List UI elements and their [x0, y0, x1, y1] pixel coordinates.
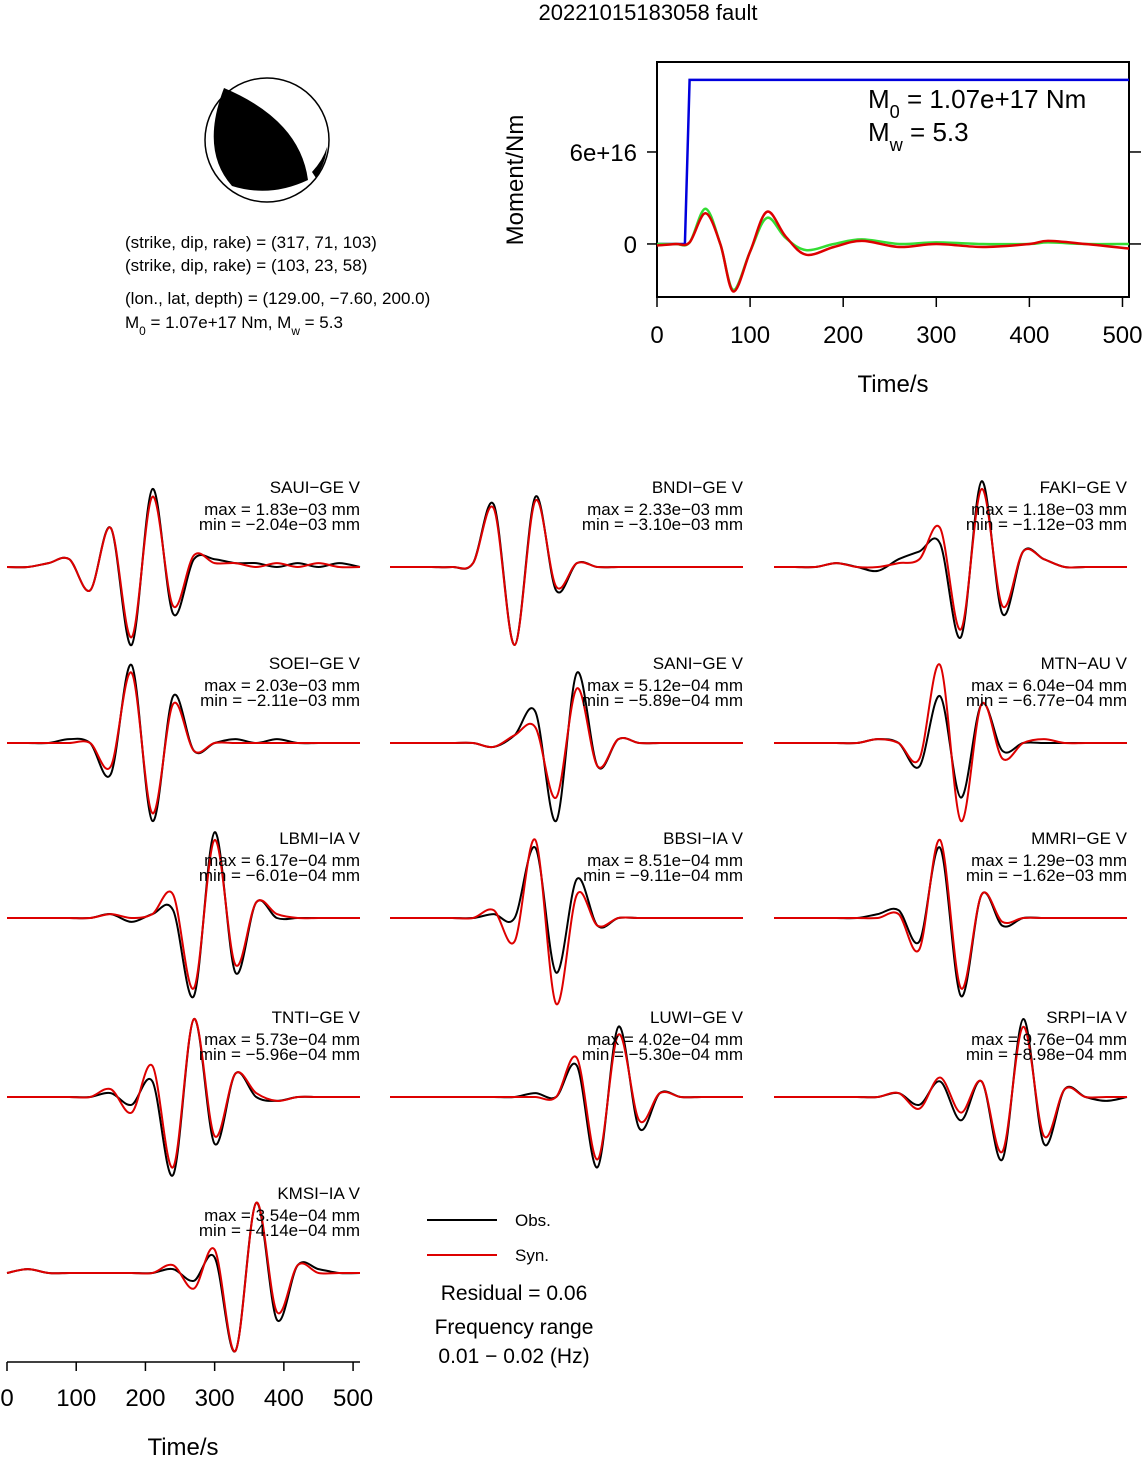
residual: Residual = 0.06 [441, 1282, 588, 1305]
legend-label: Syn. [515, 1246, 549, 1265]
station-min: min = −5.30e−04 mm [582, 1045, 743, 1064]
x-tick-label: 200 [125, 1385, 165, 1412]
moment-annotation-part: = 5.3 [903, 117, 969, 147]
x-tick-label: 0 [650, 322, 663, 349]
info-line-part: = 1.07e+17 Nm, M [146, 313, 292, 332]
legend-label: Obs. [515, 1211, 551, 1230]
synthetic-trace [774, 487, 1127, 631]
station-name: TNTI−GE V [272, 1008, 361, 1027]
station-max: max = 2.03e−03 mm [204, 676, 360, 695]
synthetic-trace [774, 1025, 1127, 1154]
beachball [204, 77, 330, 203]
x-tick-label: 400 [1009, 322, 1049, 349]
station-name: SRPI−IA V [1046, 1008, 1127, 1027]
station-name: LUWI−GE V [650, 1008, 744, 1027]
x-tick-label: 100 [56, 1385, 96, 1412]
x-tick-label: 500 [1102, 322, 1142, 349]
x-tick-label: 400 [264, 1385, 304, 1412]
synthetic-trace [6, 495, 361, 639]
station-min: min = −4.14e−04 mm [199, 1221, 360, 1240]
synthetic-trace [6, 1201, 360, 1353]
station-max: max = 5.73e−04 mm [204, 1030, 360, 1049]
station-max: max = 6.17e−04 mm [204, 851, 360, 870]
station-min: min = −3.10e−03 mm [582, 515, 743, 534]
station-name: FAKI−GE V [1040, 478, 1128, 497]
station-max: max = 9.76e−04 mm [971, 1030, 1127, 1049]
x-axis-label: Time/s [147, 1434, 218, 1458]
y-tick-label: 6e+16 [570, 140, 637, 167]
x-tick-label: 0 [0, 1385, 13, 1412]
station-min: min = −2.11e−03 mm [200, 691, 360, 710]
x-tick-label: 500 [333, 1385, 373, 1412]
moment-line [656, 210, 1130, 293]
station-max: max = 5.12e−04 mm [587, 676, 743, 695]
station-name: SAUI−GE V [270, 478, 361, 497]
station-min: min = −5.89e−04 mm [582, 691, 743, 710]
station-name: BBSI−IA V [663, 829, 744, 848]
station-min: min = −6.77e−04 mm [966, 691, 1127, 710]
x-tick-label: 300 [916, 322, 956, 349]
station-name: MMRI−GE V [1031, 829, 1128, 848]
station-min: min = −1.12e−03 mm [966, 515, 1127, 534]
info-line: (lon., lat, depth) = (129.00, −7.60, 200… [125, 289, 430, 308]
synthetic-trace [390, 838, 743, 1005]
synthetic-trace [7, 671, 360, 815]
station-min: min = −6.01e−04 mm [199, 866, 360, 885]
synthetic-trace [774, 663, 1127, 823]
info-line: (strike, dip, rake) = (317, 71, 103) [125, 233, 377, 252]
station-max: max = 1.18e−03 mm [971, 500, 1127, 519]
station-max: max = 6.04e−04 mm [971, 676, 1127, 695]
station-max: max = 3.54e−04 mm [204, 1206, 360, 1225]
info-line-part: (strike, dip, rake) = (317, 71, 103) [125, 233, 377, 252]
figure-title: 20221015183058 fault [539, 0, 758, 25]
moment-annotation-part: 0 [890, 102, 900, 122]
station-min: min = −2.04e−03 mm [199, 515, 360, 534]
info-line: M0 = 1.07e+17 Nm, Mw = 5.3 [125, 313, 343, 338]
x-tick-label: 200 [823, 322, 863, 349]
station-min: min = −1.62e−03 mm [966, 866, 1127, 885]
moment-annotation-part: M [868, 84, 890, 114]
station-max: max = 1.29e−03 mm [971, 851, 1127, 870]
info-line-part: w [290, 324, 300, 338]
station-name: SOEI−GE V [269, 654, 361, 673]
synthetic-trace [774, 838, 1127, 990]
frequency-range: Frequency range [435, 1316, 594, 1339]
station-min: min = −8.98e−04 mm [966, 1045, 1127, 1064]
info-line-part: (lon., lat, depth) = (129.00, −7.60, 200… [125, 289, 430, 308]
synthetic-trace [390, 499, 743, 647]
plot-frame [656, 61, 1130, 298]
x-tick-label: 100 [730, 322, 770, 349]
moment-annotation: Mw = 5.3 [868, 117, 969, 155]
station-name: LBMI−IA V [279, 829, 360, 848]
info-line: (strike, dip, rake) = (103, 23, 58) [125, 256, 367, 275]
frequency-range: 0.01 − 0.02 (Hz) [438, 1345, 589, 1368]
station-max: max = 1.83e−03 mm [204, 500, 360, 519]
station-name: SANI−GE V [653, 654, 744, 673]
station-max: max = 2.33e−03 mm [587, 500, 743, 519]
info-line-part: 0 [139, 324, 146, 338]
synthetic-trace [7, 1017, 360, 1169]
x-axis-label: Time/s [857, 371, 928, 398]
station-max: max = 4.02e−04 mm [587, 1030, 743, 1049]
station-max: max = 8.51e−04 mm [587, 851, 743, 870]
moment-annotation: M0 = 1.07e+17 Nm [868, 84, 1086, 122]
y-tick-label: 0 [624, 232, 637, 259]
synthetic-trace [7, 838, 360, 990]
info-line-part: (strike, dip, rake) = (103, 23, 58) [125, 256, 367, 275]
x-tick-label: 300 [195, 1385, 235, 1412]
synthetic-trace [390, 1033, 743, 1161]
station-min: min = −9.11e−04 mm [583, 866, 743, 885]
info-line-part: = 5.3 [300, 313, 343, 332]
moment-annotation-part: w [889, 135, 904, 155]
moment-annotation-part: = 1.07e+17 Nm [900, 84, 1086, 114]
info-line-part: M [125, 313, 139, 332]
synthetic-trace [390, 687, 743, 799]
station-min: min = −5.96e−04 mm [199, 1045, 360, 1064]
moment-annotation-part: M [868, 117, 890, 147]
y-axis-label: Moment/Nm [502, 115, 529, 246]
station-name: KMSI−IA V [277, 1184, 360, 1203]
station-name: MTN−AU V [1041, 654, 1128, 673]
station-name: BNDI−GE V [652, 478, 744, 497]
